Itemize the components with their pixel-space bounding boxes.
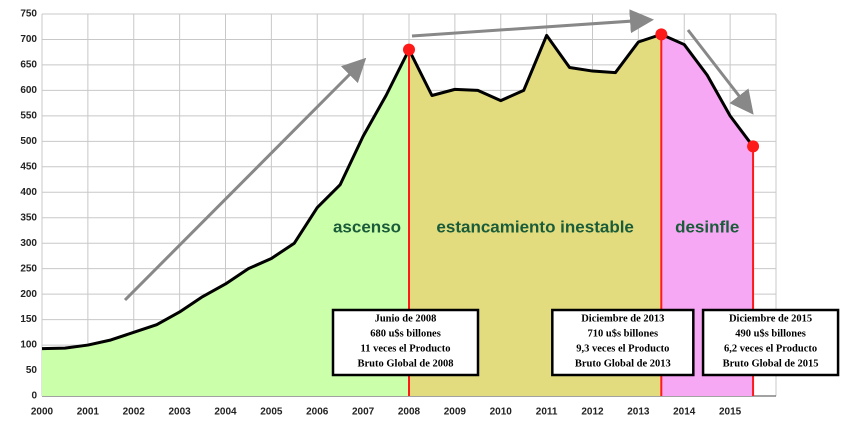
x-tick-label: 2002	[123, 407, 146, 418]
region-label: estancamiento inestable	[436, 217, 633, 236]
annotation-text: 490 u$s billones	[735, 328, 806, 339]
y-tick-label: 550	[20, 111, 37, 122]
annotation-text: 9,3 veces el Producto	[576, 343, 669, 354]
y-tick-label: 450	[20, 161, 37, 172]
trend-arrows	[123, 9, 754, 302]
marker-dot	[403, 43, 415, 56]
region-area	[42, 49, 409, 397]
labels: 0 50 100 150 200 250 300 350 400 450 500 550 600 650 7…	[20, 9, 840, 418]
y-tick-label: 250	[20, 263, 37, 274]
y-tick-label: 200	[20, 289, 37, 300]
y-tick-label: 400	[20, 187, 37, 198]
region-area	[661, 34, 754, 397]
annotation-text: 680 u$s billones	[370, 328, 441, 339]
x-tick-label: 2009	[444, 407, 467, 418]
x-tick-label: 2006	[306, 407, 329, 418]
annotation-text: 6,2 veces el Producto	[724, 343, 817, 354]
annotation-text: 11 veces el Producto	[361, 343, 451, 354]
annotation-text: Bruto Global de 2013	[575, 358, 671, 369]
x-tick-label: 2013	[627, 407, 650, 418]
y-tick-label: 700	[20, 34, 37, 45]
line	[41, 32, 755, 351]
annotation-text: Diciembre de 2015	[729, 313, 812, 324]
y-tick-label: 750	[20, 9, 37, 20]
marker-dot	[747, 140, 760, 153]
region-label: ascenso	[333, 217, 401, 236]
x-tick-label: 2012	[581, 407, 604, 418]
marker-dot	[655, 28, 668, 41]
region-area	[409, 34, 662, 397]
x-tick-label: 2003	[169, 407, 192, 418]
annotation-text: Junio de 2008	[375, 313, 437, 324]
region-label: desinfle	[675, 217, 739, 236]
arrow	[411, 9, 654, 38]
y-tick-label: 600	[20, 85, 37, 96]
annotation-box	[331, 308, 480, 377]
annotation-text: Diciembre de 2013	[581, 313, 664, 324]
x-tick-label: 2000	[31, 407, 54, 418]
x-tick-label: 2008	[398, 407, 421, 418]
annotation-box	[701, 308, 840, 377]
annotation-text: Bruto Global de 2015	[723, 358, 819, 369]
arrow	[123, 57, 367, 302]
y-tick-label: 500	[20, 136, 37, 147]
x-tick-label: 2007	[352, 407, 375, 418]
y-tick-label: 50	[26, 365, 38, 376]
x-tick-label: 2001	[77, 407, 100, 418]
x-tick-label: 2011	[536, 407, 558, 418]
x-tick-label: 2015	[719, 407, 742, 418]
x-tick-label: 2004	[214, 407, 237, 418]
y-tick-label: 150	[20, 314, 37, 325]
annotation-box	[551, 308, 695, 377]
arrow	[686, 29, 754, 115]
y-tick-label: 300	[20, 238, 37, 249]
x-tick-label: 2005	[260, 407, 283, 418]
y-tick-label: 100	[20, 340, 37, 351]
areas	[42, 34, 754, 397]
x-tick-label: 2014	[673, 407, 696, 418]
annotation-text: 710 u$s billones	[588, 328, 659, 339]
y-tick-label: 650	[20, 60, 37, 71]
x-tick-label: 2010	[490, 407, 513, 418]
y-tick-label: 350	[20, 212, 37, 223]
annotation-text: Bruto Global de 2008	[358, 358, 454, 369]
y-tick-label: 0	[31, 391, 37, 402]
